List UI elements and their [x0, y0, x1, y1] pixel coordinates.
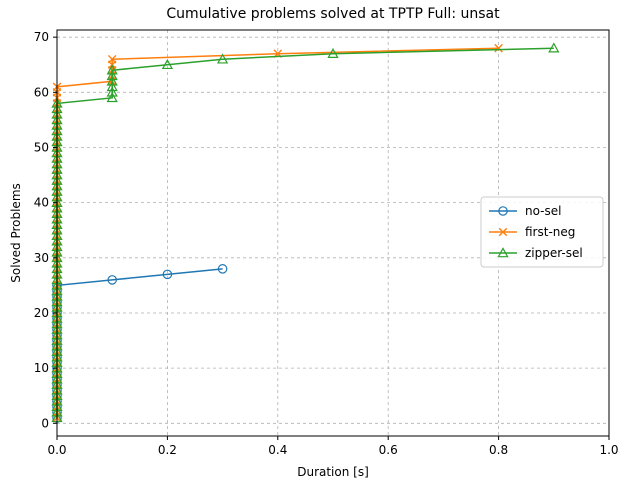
legend-marker — [498, 227, 508, 237]
data-point-first-neg — [494, 43, 503, 53]
data-point-zipper-sel — [106, 80, 118, 92]
x-axis-ticks: 0.0 0.2 0.4 0.6 0.8 1.0 — [47, 436, 619, 457]
plot-frame — [56, 29, 610, 437]
data-point-no-sel — [107, 275, 117, 285]
legend-label: first-neg — [525, 225, 575, 239]
data-point-first-neg — [107, 54, 117, 64]
x-tick-label: 0.6 — [379, 443, 398, 457]
data-point-zipper-sel — [106, 69, 118, 81]
y-tick-label: 70 — [34, 30, 49, 44]
x-tick-label: 0.0 — [47, 443, 66, 457]
y-tick-label: 40 — [34, 196, 49, 210]
data-point-no-sel — [162, 269, 173, 280]
data-point-no-sel — [217, 264, 228, 274]
legend-marker — [498, 206, 508, 216]
data-point-zipper-sel — [106, 86, 118, 97]
x-axis-label: Duration [s] — [297, 465, 369, 479]
y-axis-label: Solved Problems — [9, 183, 23, 283]
series-no-sel — [52, 264, 228, 423]
series-line-zipper-sel — [56, 47, 554, 418]
x-tick-label: 0.4 — [268, 443, 287, 457]
data-point-zipper-sel — [216, 53, 229, 64]
legend-marker — [497, 247, 509, 258]
y-tick-label: 0 — [41, 416, 49, 430]
x-tick-label: 0.2 — [158, 443, 177, 457]
y-axis-ticks: 0 10 20 30 40 50 60 70 — [34, 30, 57, 430]
data-point-zipper-sel — [106, 64, 118, 75]
data-point-zipper-sel — [106, 92, 118, 103]
legend-box — [480, 196, 604, 268]
series-line-no-sel — [56, 268, 223, 418]
y-tick-label: 60 — [34, 85, 49, 99]
legend-item-no-sel: no-sel — [489, 204, 561, 218]
legend-item-zipper-sel: zipper-sel — [489, 246, 583, 260]
x-tick-label: 0.8 — [489, 443, 508, 457]
series-first-neg — [52, 43, 503, 423]
y-tick-label: 50 — [34, 140, 49, 154]
legend: no-sel first-neg zipper-sel — [480, 196, 604, 268]
y-tick-label: 10 — [34, 361, 49, 375]
legend-label: no-sel — [525, 204, 561, 218]
data-point-zipper-sel — [327, 47, 339, 59]
chart-title: Cumulative problems solved at TPTP Full:… — [166, 6, 500, 22]
legend-item-first-neg: first-neg — [489, 225, 575, 239]
x-tick-label: 1.0 — [599, 443, 618, 457]
legend-label: zipper-sel — [525, 246, 583, 260]
y-tick-label: 30 — [34, 251, 49, 265]
data-point-zipper-sel — [548, 42, 560, 53]
data-point-zipper-sel — [161, 58, 174, 70]
grid — [56, 30, 610, 436]
data-point-zipper-sel — [106, 75, 118, 86]
y-tick-label: 20 — [34, 306, 49, 320]
